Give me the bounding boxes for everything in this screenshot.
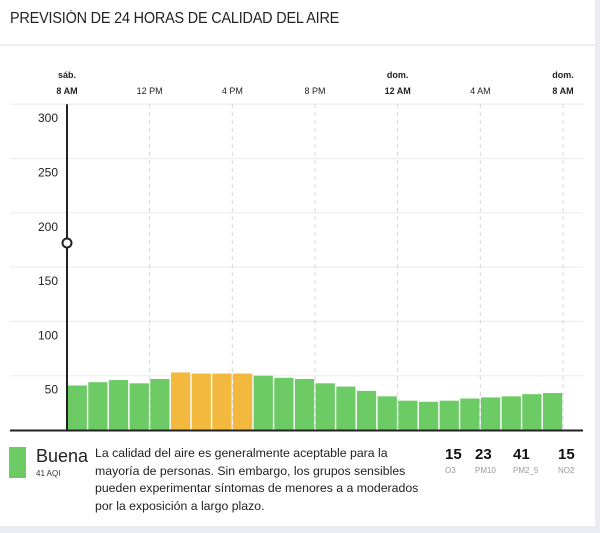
aqi-bar	[191, 373, 211, 430]
x-tick-day-label: dom.	[387, 70, 409, 80]
x-tick-label: 4 AM	[470, 86, 491, 96]
aqi-bar	[377, 396, 397, 430]
aqi-bar	[315, 383, 335, 430]
y-tick-label: 200	[38, 220, 58, 234]
pollutant-pm10: 23 PM10	[475, 446, 496, 475]
pollutant-pm25: 41 PM2_5	[513, 446, 538, 475]
pollutant-name: PM2_5	[513, 466, 539, 475]
aqi-bar	[398, 400, 418, 430]
x-tick-label: 8 PM	[304, 86, 325, 96]
pollutant-o3: 15 O3	[445, 446, 462, 475]
pollutant-no2: 15 NO2	[558, 446, 575, 475]
x-tick-label: 12 AM	[385, 86, 411, 96]
x-tick-label: 8 AM	[56, 86, 77, 96]
aqi-forecast-chart[interactable]: 50 100 150 200 250 300 sáb. 8 AM 12 PM 4 PM 8 PM do…	[0, 60, 595, 440]
aqi-bar	[542, 393, 563, 430]
y-tick-label: 100	[38, 328, 58, 342]
x-tick-label: 8 AM	[552, 86, 573, 96]
pollutant-value: 15	[558, 446, 575, 463]
x-tick-label: 4 PM	[222, 86, 243, 96]
pollutant-name: O3	[445, 466, 456, 475]
aqi-bar	[294, 378, 315, 430]
aqi-bar	[356, 390, 377, 430]
aqi-bar	[439, 400, 459, 430]
y-tick-label: 250	[38, 166, 58, 180]
pollutant-value: 23	[475, 446, 492, 463]
aqi-bar	[212, 373, 232, 430]
pollutant-value: 41	[513, 446, 530, 463]
category-description: La calidad del aire es generalmente acep…	[95, 446, 419, 513]
x-tick-day-label: sáb.	[58, 70, 76, 80]
aqi-bar	[129, 383, 149, 430]
aqi-bar	[108, 380, 129, 430]
aqi-bar	[170, 372, 191, 430]
y-tick-label: 300	[38, 111, 58, 125]
page-title: PREVISIÓN DE 24 HORAS DE CALIDAD DEL AIR…	[10, 10, 340, 27]
aqi-value: 41 AQI	[36, 469, 61, 478]
category-swatch	[9, 447, 26, 478]
aqi-bar	[88, 382, 108, 430]
aqi-bar	[253, 375, 273, 430]
x-tick-label: 12 PM	[137, 86, 163, 96]
pollutant-name: NO2	[558, 466, 575, 475]
y-tick-label: 50	[45, 383, 59, 397]
time-cursor-handle[interactable]	[61, 237, 73, 249]
aqi-bar	[418, 401, 439, 430]
aqi-bar	[274, 377, 294, 430]
pollutant-value: 15	[445, 446, 462, 463]
aqi-bar	[480, 397, 501, 430]
y-tick-label: 150	[38, 274, 58, 288]
aqi-bar	[232, 373, 253, 430]
aqi-bar	[67, 385, 87, 430]
x-tick-day-label: dom.	[552, 70, 574, 80]
category-label: Buena	[36, 446, 89, 466]
aqi-bar	[460, 398, 480, 430]
air-quality-card: PREVISIÓN DE 24 HORAS DE CALIDAD DEL AIR…	[0, 0, 595, 526]
pollutant-name: PM10	[475, 466, 496, 475]
header-divider	[0, 44, 595, 46]
aqi-bar	[522, 394, 542, 430]
aqi-bar	[336, 386, 356, 430]
aqi-bar	[150, 378, 170, 430]
aqi-bar	[501, 396, 521, 430]
